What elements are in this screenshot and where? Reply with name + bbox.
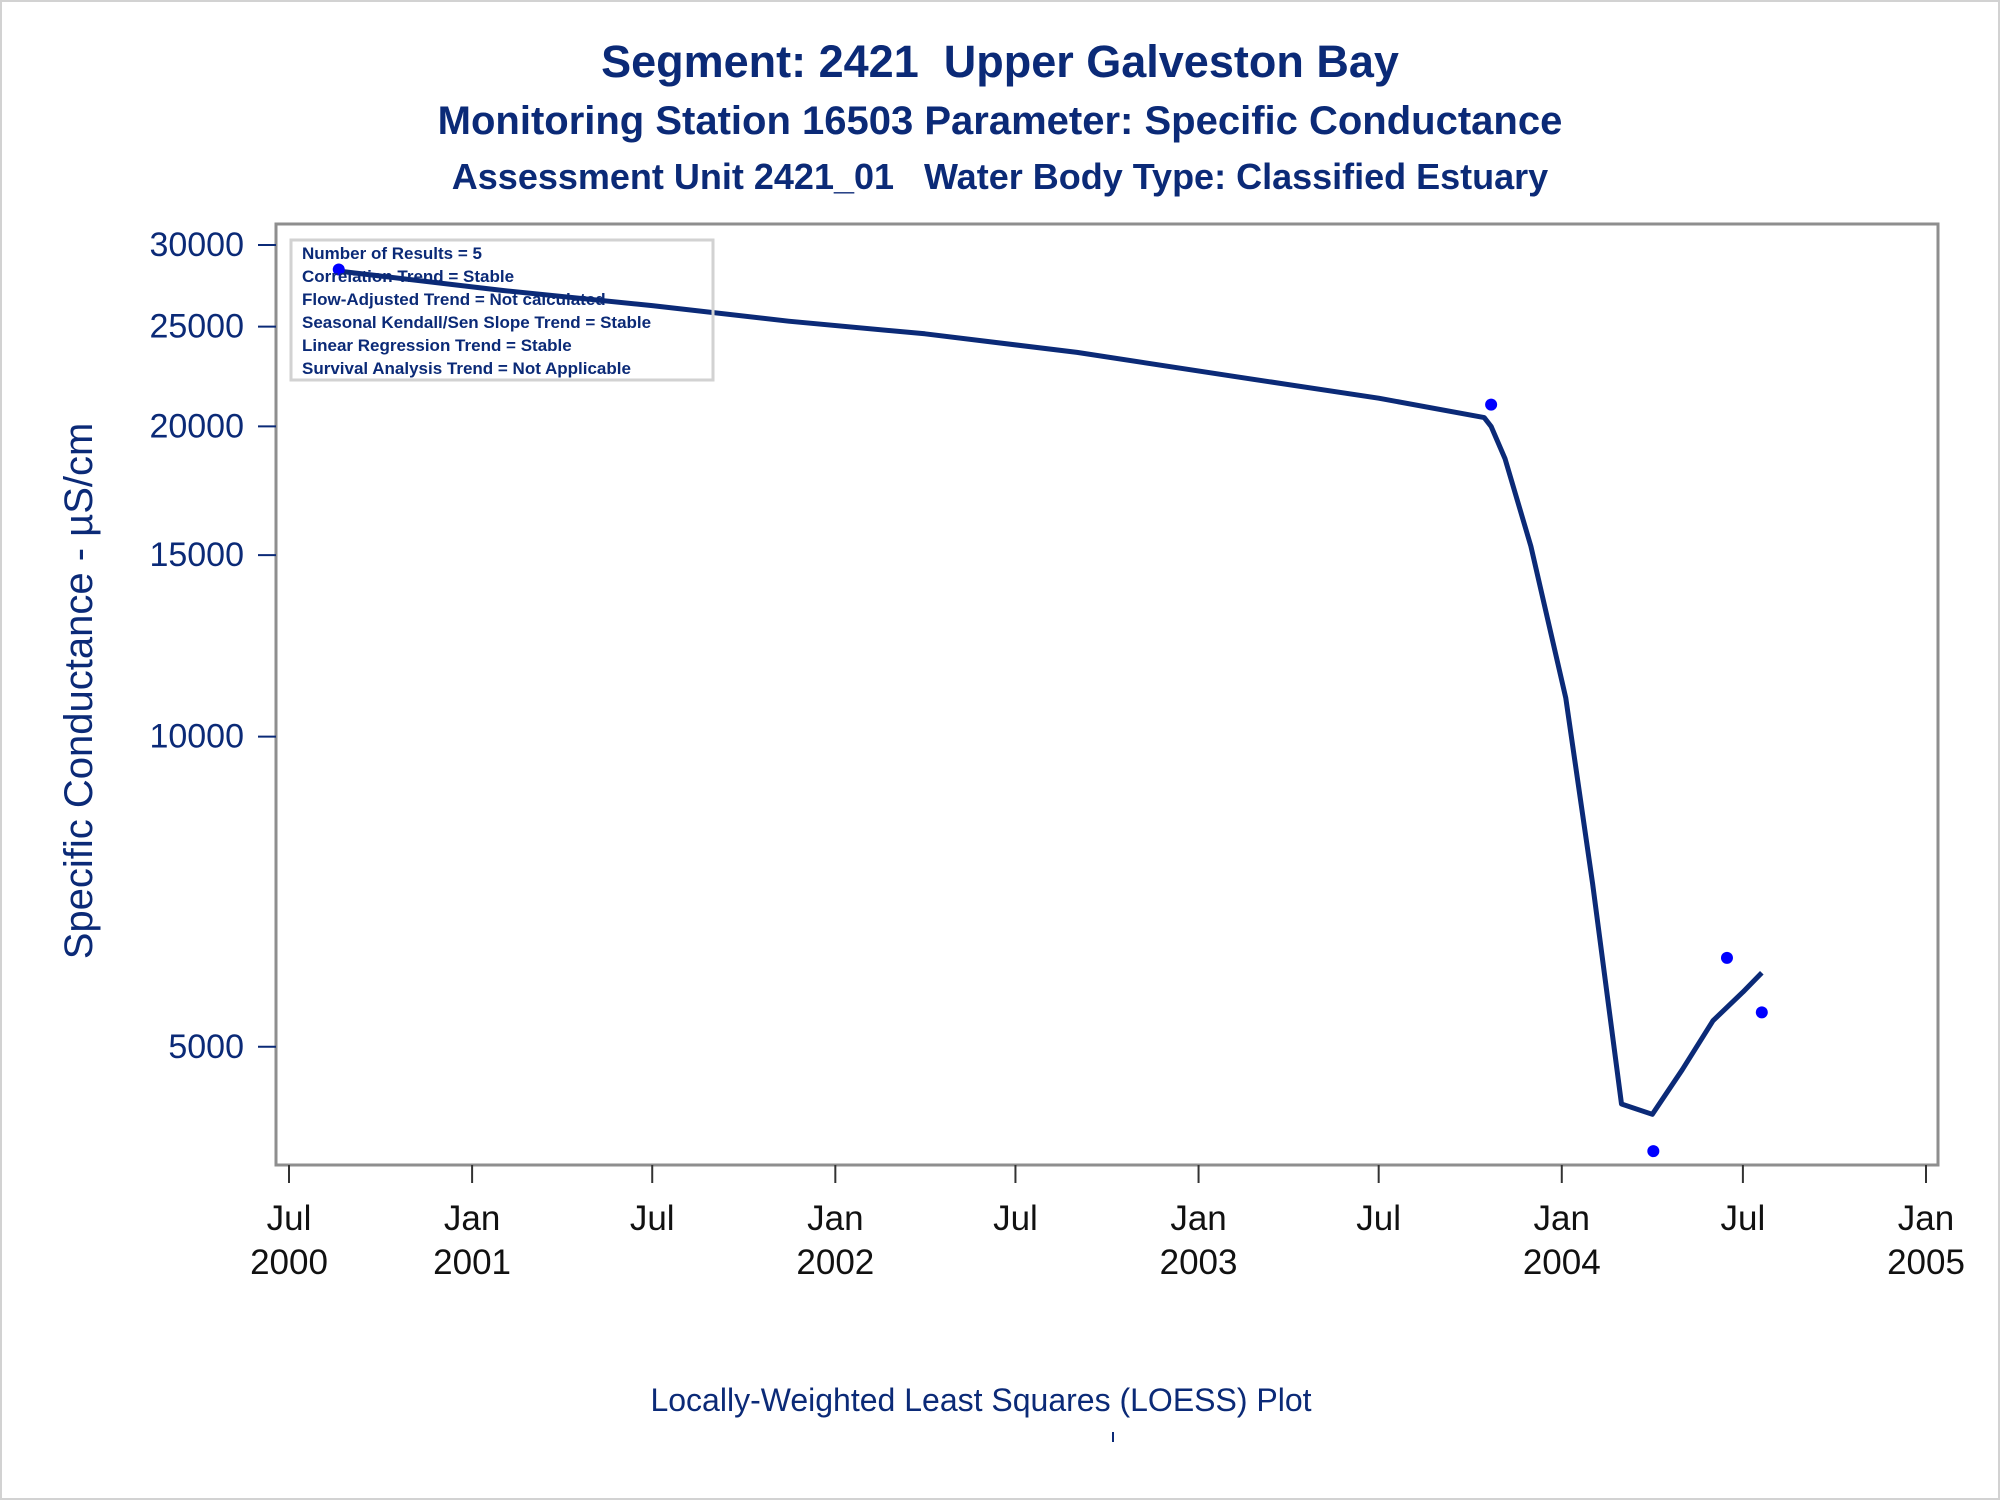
x-tick-label: Jul bbox=[993, 1199, 1038, 1238]
x-tick-label: 2005 bbox=[1887, 1243, 1965, 1282]
x-tick-label: Jan bbox=[1898, 1199, 1954, 1238]
stats-line: Seasonal Kendall/Sen Slope Trend = Stabl… bbox=[302, 313, 651, 332]
stats-line: Survival Analysis Trend = Not Applicable bbox=[302, 359, 631, 378]
stats-line: Flow-Adjusted Trend = Not calculated bbox=[302, 290, 606, 309]
x-tick-label: 2002 bbox=[796, 1243, 874, 1282]
stats-lines: Number of Results = 5 Correlation Trend =… bbox=[302, 244, 651, 378]
stats-line: Number of Results = 5 bbox=[302, 244, 482, 263]
y-tick-label: 20000 bbox=[149, 407, 244, 445]
y-tick-label: 15000 bbox=[149, 536, 244, 574]
stats-line: Linear Regression Trend = Stable bbox=[302, 336, 572, 355]
chart-subtitle-2: Assessment Unit 2421_01 Water Body Type:… bbox=[451, 156, 1549, 197]
x-tick-label: 2004 bbox=[1523, 1243, 1601, 1282]
data-point bbox=[1485, 398, 1498, 411]
y-tick-label: 10000 bbox=[149, 718, 244, 756]
x-tick-label: Jan bbox=[807, 1199, 863, 1238]
data-point bbox=[1647, 1145, 1660, 1158]
x-tick-label: Jan bbox=[444, 1199, 500, 1238]
chart-subtitle: Monitoring Station 16503 Parameter: Spec… bbox=[437, 99, 1563, 143]
stats-box-frame bbox=[289, 238, 715, 382]
x-tick-label: Jul bbox=[1356, 1199, 1401, 1238]
x-tick-label: 2003 bbox=[1160, 1243, 1238, 1282]
x-axis: Jul 2000 Jan 2001 Jul Jan 2002 Jul Jan 2003 Jul Jan… bbox=[250, 1165, 1965, 1282]
series-layer bbox=[332, 263, 1768, 1158]
data-point bbox=[332, 263, 345, 276]
y-axis: 5000 10000 15000 20000 25000 30000 bbox=[149, 226, 276, 1066]
x-tick-label: Jan bbox=[1534, 1199, 1590, 1238]
chart-title: Segment: 2421 Upper Galveston Bay bbox=[601, 36, 1399, 87]
loess-line bbox=[338, 268, 1764, 1117]
x-tick-label: Jul bbox=[267, 1199, 312, 1238]
x-tick-label: 2000 bbox=[250, 1243, 328, 1282]
y-axis-label: Specific Conductance - µS/cm bbox=[57, 423, 101, 960]
x-tick-label: Jul bbox=[630, 1199, 675, 1238]
y-tick-label: 5000 bbox=[168, 1028, 244, 1066]
y-tick-label: 30000 bbox=[149, 226, 244, 264]
plot-area bbox=[274, 222, 1940, 1167]
y-tick-label: 25000 bbox=[149, 308, 244, 346]
footnote: Locally-Weighted Least Squares (LOESS) P… bbox=[650, 1382, 1312, 1418]
x-tick-label: Jul bbox=[1721, 1199, 1766, 1238]
stats-line: Correlation Trend = Stable bbox=[302, 267, 514, 286]
x-tick-label: Jan bbox=[1170, 1199, 1226, 1238]
data-point bbox=[1720, 951, 1733, 964]
footnote-mark bbox=[1112, 1432, 1114, 1442]
stats-box: Number of Results = 5 Correlation Trend =… bbox=[289, 238, 715, 382]
x-tick-label: 2001 bbox=[433, 1243, 511, 1282]
data-point bbox=[1755, 1006, 1768, 1019]
